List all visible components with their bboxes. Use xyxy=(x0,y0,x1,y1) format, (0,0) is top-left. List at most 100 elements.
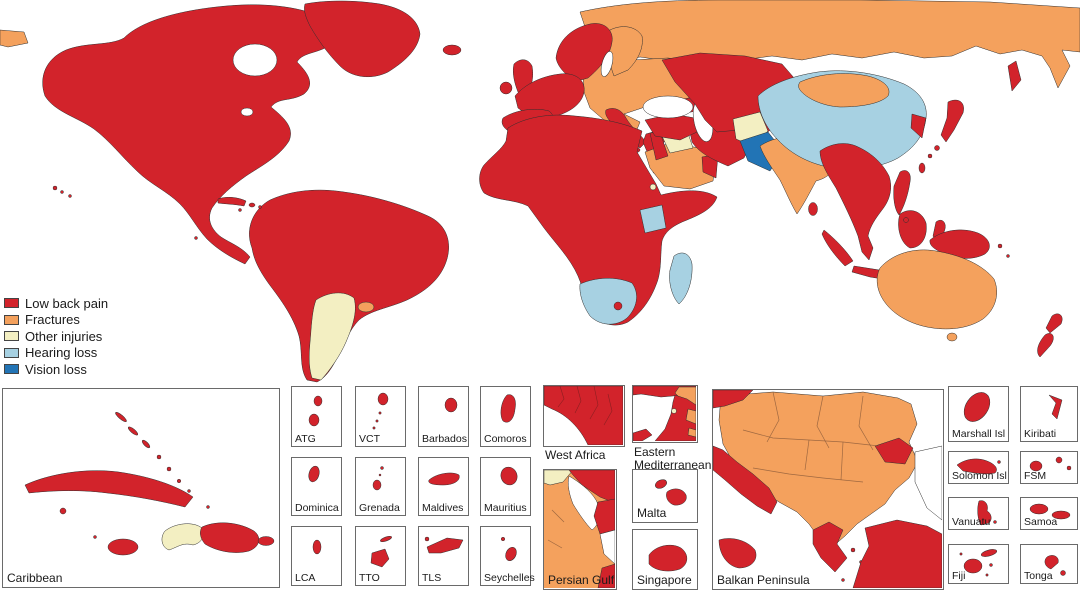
gozo-island xyxy=(655,479,667,489)
balkan-border-3 xyxy=(858,395,874,451)
inset-grenada-label: Grenada xyxy=(359,502,400,514)
lca-island xyxy=(312,539,322,555)
inset-balkan: Balkan Peninsula xyxy=(712,389,944,590)
haiti xyxy=(161,523,204,551)
inset-maldives-label: Maldives xyxy=(422,502,464,514)
region-japan-okinawa xyxy=(927,153,933,159)
inset-tls: TLS xyxy=(418,526,469,586)
balkan-border-6 xyxy=(804,439,810,471)
inset-vct: VCT xyxy=(355,386,406,447)
hudson-bay xyxy=(232,43,278,77)
inset-west-africa-label: West Africa xyxy=(545,448,606,462)
fsm-island-2 xyxy=(1055,456,1063,464)
barbados-island xyxy=(444,397,458,413)
dominica-island xyxy=(308,465,320,483)
inset-mauritius-label: Mauritius xyxy=(484,502,527,514)
region-uruguay xyxy=(357,301,375,313)
legend-item-fractures: Fractures xyxy=(4,312,108,329)
inset-vanuatu-label: Vanuatu xyxy=(952,516,991,528)
seychelles-island xyxy=(505,547,517,561)
vct-island xyxy=(377,392,389,406)
wa-border-2 xyxy=(574,386,582,414)
region-southeast-asia xyxy=(819,143,891,261)
isle-of-youth xyxy=(59,507,67,515)
vct-dot-2 xyxy=(375,419,379,423)
balkan-northwest-red xyxy=(713,390,754,409)
inset-persian-gulf: Persian Gulf xyxy=(543,469,617,590)
inset-samoa-label: Samoa xyxy=(1024,516,1058,528)
fsm-island-1 xyxy=(1029,460,1043,472)
inset-comoros: Comoros xyxy=(480,386,531,447)
inset-fiji: Fiji xyxy=(948,544,1009,584)
legend-swatch-other-injuries xyxy=(4,331,19,342)
vct-dot-3 xyxy=(372,426,376,430)
persian-gulf-water xyxy=(567,475,600,531)
east-med-levant xyxy=(654,394,696,441)
inset-barbados-label: Barbados xyxy=(422,433,467,445)
inset-kiribati-label: Kiribati xyxy=(1024,428,1057,440)
balkan-aegean-island-1 xyxy=(850,547,856,553)
tls-dot xyxy=(424,536,430,542)
inset-vanuatu: Vanuatu xyxy=(948,497,1009,530)
fiji-island-2 xyxy=(980,549,998,557)
fiji-island-1 xyxy=(963,558,983,574)
bahamas-dot-1 xyxy=(156,454,162,460)
fiji-dot-3 xyxy=(985,573,989,577)
pg-border-2 xyxy=(547,539,563,549)
kiribati-island xyxy=(1048,394,1063,420)
inset-malta-label: Malta xyxy=(637,506,667,520)
inset-fsm: FSM xyxy=(1020,451,1078,484)
region-jamaica xyxy=(238,208,242,212)
legend-label-vision-loss: Vision loss xyxy=(25,361,87,377)
region-hispaniola xyxy=(248,202,256,208)
region-sumatra xyxy=(821,229,854,267)
fiji-dot-2 xyxy=(959,552,963,556)
region-australia xyxy=(876,249,997,330)
region-japan-kyushu xyxy=(934,145,940,151)
mauritius-island xyxy=(500,466,518,486)
singapore-island xyxy=(648,544,688,572)
region-lesotho xyxy=(613,301,623,311)
region-madagascar xyxy=(669,252,693,305)
inset-lca: LCA xyxy=(291,526,342,586)
inset-eastern-mediterranean-label: Eastern Mediterranean xyxy=(634,445,712,473)
region-argentina xyxy=(308,292,356,381)
baltic-sea xyxy=(600,51,614,77)
balkan-black-sea xyxy=(914,445,942,521)
inset-kiribati: Kiribati xyxy=(1020,386,1078,442)
region-hawaii-2 xyxy=(60,190,64,194)
vanuatu-dot xyxy=(993,520,997,524)
cuba xyxy=(24,470,194,508)
inset-fiji-label: Fiji xyxy=(952,570,966,582)
region-greenland xyxy=(304,0,421,78)
wa-border-3 xyxy=(589,386,599,420)
inset-eastern-mediterranean xyxy=(632,385,698,443)
legend: Low back pain Fractures Other injuries H… xyxy=(4,295,108,378)
vanuatu-island xyxy=(977,500,992,526)
inset-dominica-label: Dominica xyxy=(295,502,339,514)
inset-comoros-label: Comoros xyxy=(484,433,527,445)
region-new-guinea xyxy=(929,229,990,259)
inset-caribbean: Caribbean xyxy=(2,388,280,588)
legend-swatch-low-back-pain xyxy=(4,298,19,309)
gulf-of-oman-water xyxy=(599,529,615,565)
legend-item-vision-loss: Vision loss xyxy=(4,361,108,378)
legend-item-low-back-pain: Low back pain xyxy=(4,295,108,312)
region-puerto-rico xyxy=(258,205,262,209)
inset-marshall: Marshall Isl xyxy=(948,386,1009,442)
inset-solomon-label: Solomon Isl xyxy=(952,470,1007,482)
legend-label-fractures: Fractures xyxy=(25,312,80,328)
bahamas-dot-4 xyxy=(187,489,191,493)
inset-atg: ATG xyxy=(291,386,342,447)
trinidad-island xyxy=(370,548,390,568)
grenada-island xyxy=(372,479,382,491)
west-africa-land xyxy=(544,386,623,445)
region-tasmania xyxy=(946,332,958,342)
region-cuba xyxy=(217,197,247,207)
bahamas-sliver-1 xyxy=(115,411,127,423)
balkan-sicily xyxy=(718,538,757,569)
inset-balkan-label: Balkan Peninsula xyxy=(717,573,810,587)
world-map xyxy=(0,0,1080,383)
persian-gulf-iran xyxy=(568,470,615,504)
region-kenya xyxy=(639,204,667,234)
